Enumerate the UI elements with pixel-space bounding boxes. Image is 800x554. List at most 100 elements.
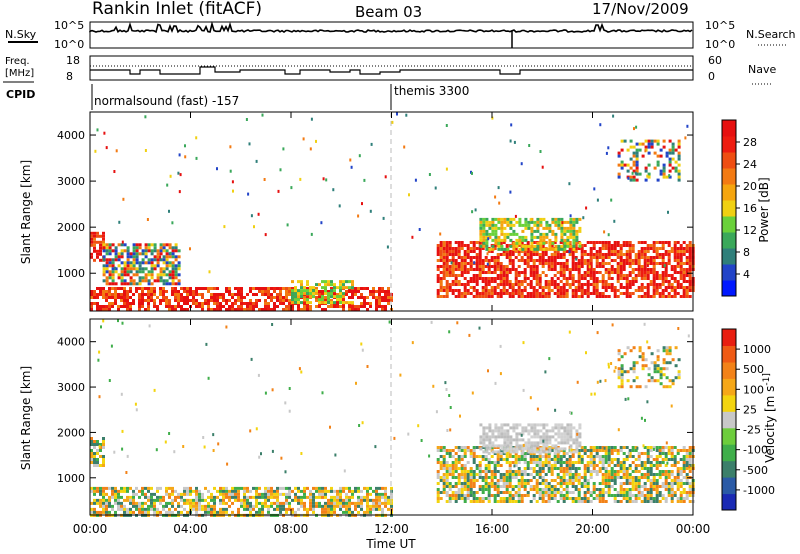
- heat-cell: [643, 241, 647, 244]
- heat-cell: [610, 283, 614, 286]
- heat-cell: [607, 277, 611, 280]
- heat-cell: [448, 455, 452, 458]
- heat-cell: [207, 495, 210, 499]
- heat-cell: [204, 507, 207, 511]
- heat-cell: [658, 449, 662, 452]
- heat-cell: [482, 229, 486, 233]
- heat-cell: [386, 245, 389, 249]
- heat-cell: [375, 486, 378, 490]
- heat-cell: [132, 501, 135, 505]
- heat-cell: [99, 498, 102, 502]
- heat-cell: [234, 308, 237, 311]
- heat-cell: [544, 446, 548, 449]
- heat-cell: [658, 274, 662, 277]
- heat-cell: [616, 277, 620, 280]
- heat-cell: [499, 274, 503, 277]
- heat-cell: [105, 504, 108, 508]
- heat-cell: [129, 296, 132, 299]
- heat-cell: [460, 262, 464, 265]
- heat-cell: [673, 464, 677, 467]
- heat-cell: [90, 302, 93, 305]
- heat-cell: [667, 250, 671, 253]
- heat-cell: [132, 258, 136, 262]
- heat-cell: [150, 261, 154, 265]
- heat-cell: [560, 232, 564, 236]
- heat-cell: [685, 449, 689, 452]
- heat-cell: [493, 464, 497, 467]
- heat-cell: [500, 223, 504, 227]
- heat-cell: [620, 364, 624, 368]
- heat-cell: [550, 268, 554, 271]
- heat-cell: [580, 461, 584, 464]
- heat-cell: [592, 253, 596, 256]
- heat-cell: [466, 247, 470, 250]
- heat-cell: [512, 429, 516, 433]
- heat-cell: [231, 510, 234, 514]
- heat-cell: [448, 244, 452, 247]
- heat-cell: [479, 232, 483, 236]
- heat-cell: [496, 464, 500, 467]
- heat-cell: [210, 504, 213, 508]
- heat-cell: [249, 302, 252, 305]
- heat-cell: [649, 473, 653, 476]
- heat-cell: [670, 268, 674, 271]
- heat-cell: [592, 271, 596, 274]
- heat-cell: [562, 467, 566, 470]
- heat-cell: [180, 296, 183, 299]
- heat-cell: [661, 482, 665, 485]
- heat-cell: [553, 292, 557, 295]
- heat-cell: [174, 267, 178, 271]
- heat-cell: [646, 479, 650, 482]
- heat-cell: [114, 282, 118, 286]
- heat-cell: [569, 226, 573, 230]
- heat-cell: [626, 163, 630, 167]
- heat-cell: [499, 289, 503, 292]
- heat-cell: [466, 446, 470, 449]
- heat-cell: [448, 241, 452, 244]
- heat-cell: [662, 175, 666, 179]
- heat-cell: [682, 286, 686, 289]
- heat-cell: [493, 467, 497, 470]
- heat-cell: [604, 452, 608, 455]
- heat-cell: [535, 277, 539, 280]
- heat-cell: [378, 287, 381, 290]
- heat-cell: [635, 169, 639, 173]
- heat-cell: [451, 491, 455, 494]
- heat-cell: [255, 504, 258, 508]
- heat-cell: [484, 283, 488, 286]
- heat-cell: [528, 144, 531, 147]
- heat-cell: [664, 262, 668, 265]
- heat-cell: [345, 290, 348, 293]
- heat-cell: [448, 449, 452, 452]
- heat-cell: [656, 139, 660, 143]
- heat-cell: [668, 385, 672, 389]
- heat-cell: [291, 308, 294, 311]
- heat-cell: [625, 250, 629, 253]
- heat-cell: [577, 479, 581, 482]
- heat-cell: [535, 479, 539, 482]
- heat-cell: [565, 464, 569, 467]
- heat-cell: [622, 265, 626, 268]
- heat-cell: [466, 268, 470, 271]
- heat-cell: [330, 295, 333, 299]
- heat-cell: [655, 482, 659, 485]
- heat-cell: [496, 482, 500, 485]
- heat-cell: [216, 308, 219, 311]
- heat-cell: [345, 507, 348, 511]
- heat-cell: [466, 262, 470, 265]
- heat-cell: [448, 286, 452, 289]
- heat-cell: [517, 461, 521, 464]
- heat-cell: [250, 214, 253, 218]
- heat-cell: [574, 488, 578, 491]
- heat-cell: [445, 247, 449, 250]
- heat-cell: [291, 301, 294, 305]
- heat-cell: [460, 476, 464, 479]
- heat-cell: [607, 250, 611, 253]
- heat-cell: [144, 279, 148, 283]
- heat-cell: [643, 485, 647, 488]
- heat-cell: [568, 473, 572, 476]
- heat-cell: [285, 507, 288, 511]
- heat-cell: [135, 267, 139, 271]
- heat-cell: [156, 498, 159, 502]
- heat-cell: [586, 253, 590, 256]
